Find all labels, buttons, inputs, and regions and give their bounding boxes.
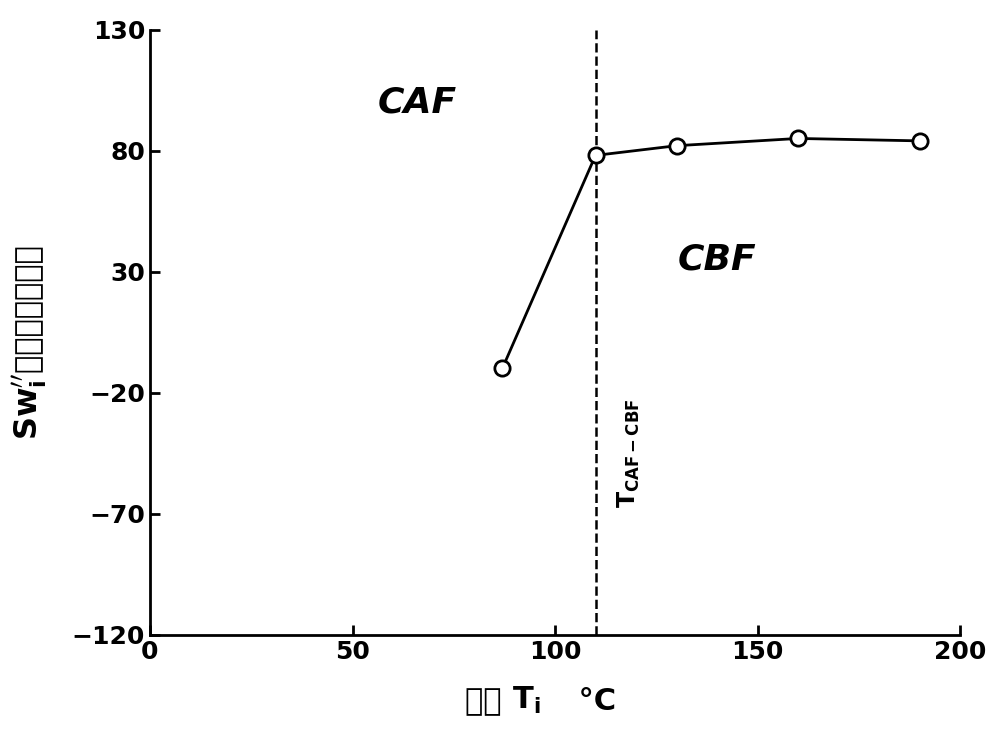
Text: $\mathbf{T_i}$: $\mathbf{T_i}$ bbox=[512, 685, 541, 716]
Text: CAF: CAF bbox=[378, 85, 457, 119]
Text: 饱和度二阶导数: 饱和度二阶导数 bbox=[15, 235, 44, 373]
Text: CBF: CBF bbox=[678, 243, 756, 277]
Text: 温度: 温度 bbox=[465, 687, 512, 716]
Text: $\mathbf{Sw_i^{\prime\prime}}$: $\mathbf{Sw_i^{\prime\prime}}$ bbox=[11, 373, 49, 440]
Text: $\mathbf{T}_{\mathbf{CAF-CBF}}$: $\mathbf{T}_{\mathbf{CAF-CBF}}$ bbox=[616, 399, 642, 508]
Text: °C: °C bbox=[568, 687, 616, 716]
